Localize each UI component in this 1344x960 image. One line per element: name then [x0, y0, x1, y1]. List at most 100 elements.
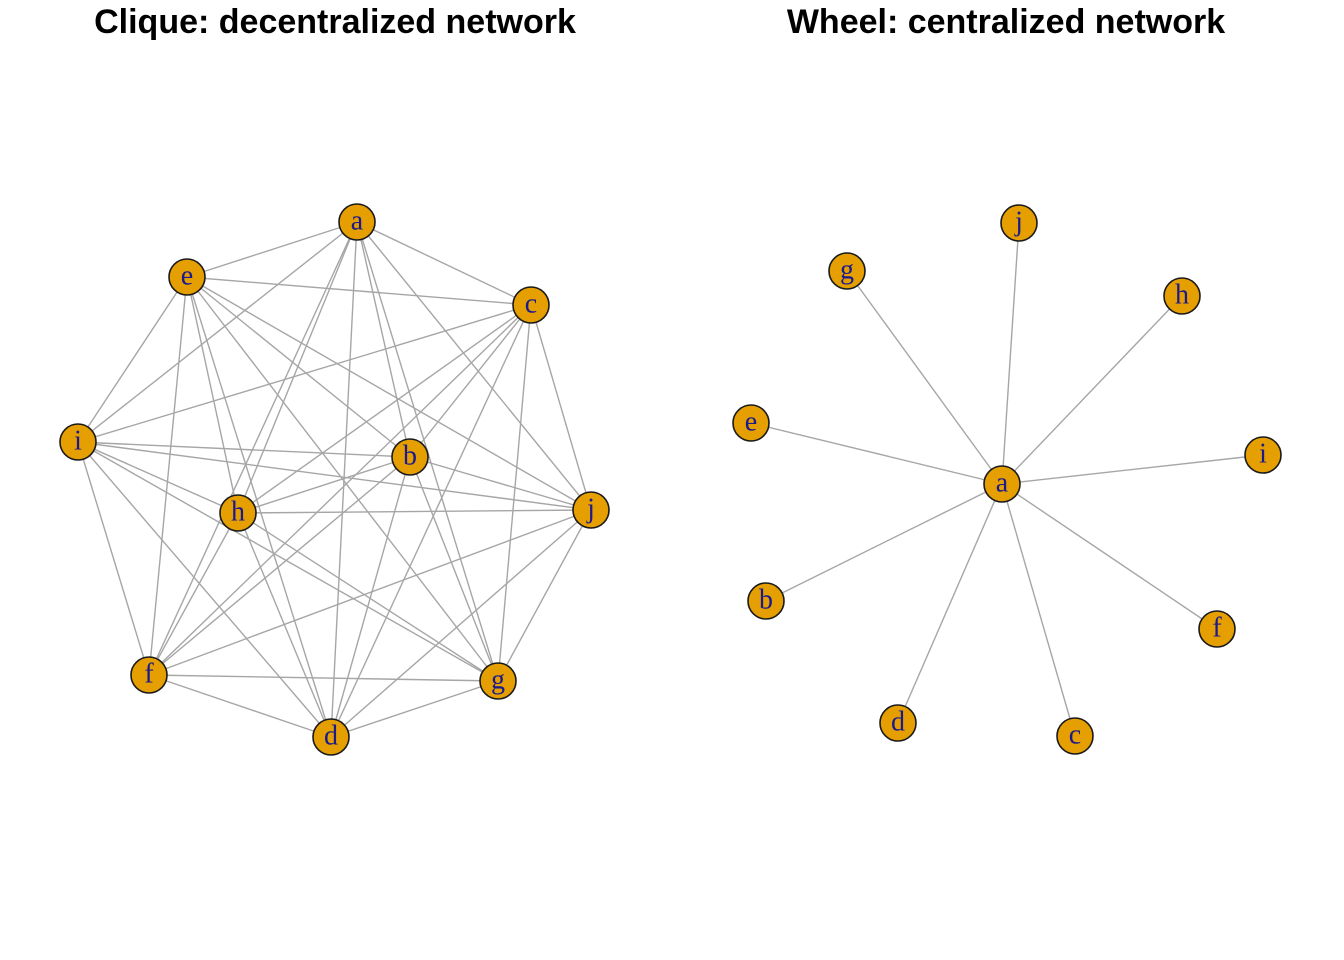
clique-edge-a-f [148, 221, 358, 676]
clique-edge-a-j [356, 221, 592, 511]
wheel-node-label-a: a [996, 467, 1009, 498]
clique-edge-b-i [77, 441, 411, 458]
clique-node-circle-h [219, 494, 257, 532]
wheel-node-circle-i [1244, 436, 1282, 474]
wheel-node-circle-j [1000, 204, 1038, 242]
wheel-node-circle-f [1198, 610, 1236, 648]
clique-edge-h-i [77, 441, 239, 514]
wheel-node-label-e: e [745, 406, 757, 437]
clique-edge-g-h [237, 512, 499, 682]
clique-node-h: h [219, 494, 257, 532]
clique-edge-b-c [409, 304, 532, 458]
clique-node-label-f: f [144, 658, 154, 689]
wheel-node-i: i [1244, 436, 1282, 474]
clique-edge-d-e [186, 276, 332, 738]
wheel-node-circle-b [747, 582, 785, 620]
clique-node-circle-b [391, 438, 429, 476]
clique-edge-c-f [148, 304, 532, 676]
clique-node-circle-g [479, 662, 517, 700]
wheel-node-d: d [879, 704, 917, 742]
wheel-panel: Wheel: centralized network a b c d e f g h i j [732, 3, 1282, 755]
wheel-node-circle-a [983, 465, 1021, 503]
clique-node-a: a [338, 203, 376, 241]
clique-edge-f-i [77, 441, 150, 676]
clique-edge-a-d [330, 221, 358, 738]
clique-edge-h-j [237, 509, 592, 514]
clique-node-label-g: g [491, 664, 505, 695]
wheel-node-label-j: j [1014, 206, 1023, 237]
clique-edge-f-g [148, 674, 499, 682]
clique-node-circle-a [338, 203, 376, 241]
wheel-node-label-c: c [1069, 719, 1081, 750]
clique-edge-c-e [186, 276, 532, 306]
wheel-edges [750, 222, 1264, 737]
clique-edge-b-f [148, 456, 411, 676]
clique-edge-e-j [186, 276, 592, 511]
wheel-edge-a-i [1001, 454, 1264, 485]
clique-edge-c-h [237, 304, 532, 514]
wheel-edge-a-j [1001, 222, 1020, 485]
clique-edge-c-i [77, 304, 532, 443]
clique-edge-d-j [330, 509, 592, 738]
wheel-node-c: c [1056, 717, 1094, 755]
wheel-edge-a-f [1001, 483, 1218, 630]
clique-edge-b-e [186, 276, 411, 458]
clique-edge-b-d [330, 456, 411, 738]
clique-edge-d-f [148, 674, 332, 738]
clique-node-b: b [391, 438, 429, 476]
clique-node-circle-c [512, 286, 550, 324]
clique-node-label-b: b [403, 440, 417, 471]
clique-edge-f-h [148, 512, 239, 676]
wheel-panel-title: Wheel: centralized network [787, 3, 1225, 41]
clique-node-i: i [59, 423, 97, 461]
wheel-node-label-h: h [1175, 279, 1189, 310]
clique-edge-a-b [356, 221, 411, 458]
clique-edge-f-j [148, 509, 592, 676]
clique-edge-i-j [77, 441, 592, 511]
wheel-node-circle-h [1163, 277, 1201, 315]
clique-node-e: e [168, 258, 206, 296]
clique-node-circle-i [59, 423, 97, 461]
clique-edge-a-i [77, 221, 358, 443]
clique-node-label-i: i [74, 425, 82, 456]
wheel-edge-a-h [1001, 295, 1183, 485]
clique-panel: Clique: decentralized network a b c d e f g h i j [59, 3, 610, 756]
clique-panel-title: Clique: decentralized network [94, 3, 576, 41]
clique-edge-d-g [330, 680, 499, 738]
clique-node-g: g [479, 662, 517, 700]
clique-nodes: a b c d e f g h i j [59, 203, 610, 756]
wheel-node-label-i: i [1259, 438, 1267, 469]
clique-edge-c-g [497, 304, 532, 682]
wheel-node-circle-g [828, 252, 866, 290]
wheel-node-h: h [1163, 277, 1201, 315]
wheel-node-e: e [732, 404, 770, 442]
wheel-node-label-f: f [1212, 612, 1222, 643]
clique-node-c: c [512, 286, 550, 324]
wheel-node-circle-c [1056, 717, 1094, 755]
clique-edge-e-f [148, 276, 188, 676]
clique-edge-b-g [409, 456, 499, 682]
clique-node-circle-e [168, 258, 206, 296]
clique-node-label-d: d [324, 720, 338, 751]
wheel-node-b: b [747, 582, 785, 620]
clique-edges [77, 221, 592, 738]
wheel-node-label-b: b [759, 584, 773, 615]
wheel-edge-a-e [750, 422, 1003, 485]
clique-edge-g-i [77, 441, 499, 682]
clique-edge-b-h [237, 456, 411, 514]
clique-node-d: d [312, 718, 350, 756]
wheel-node-g: g [828, 252, 866, 290]
clique-edge-b-j [409, 456, 592, 511]
wheel-edge-a-g [846, 270, 1003, 485]
clique-node-label-j: j [586, 493, 595, 524]
clique-edge-a-e [186, 221, 358, 278]
wheel-edge-a-d [897, 483, 1003, 724]
clique-node-label-h: h [231, 496, 245, 527]
clique-node-label-a: a [351, 205, 364, 236]
clique-edge-a-h [237, 221, 358, 514]
wheel-edge-a-c [1001, 483, 1076, 737]
wheel-node-f: f [1198, 610, 1236, 648]
clique-node-circle-f [130, 656, 168, 694]
wheel-node-a: a [983, 465, 1021, 503]
